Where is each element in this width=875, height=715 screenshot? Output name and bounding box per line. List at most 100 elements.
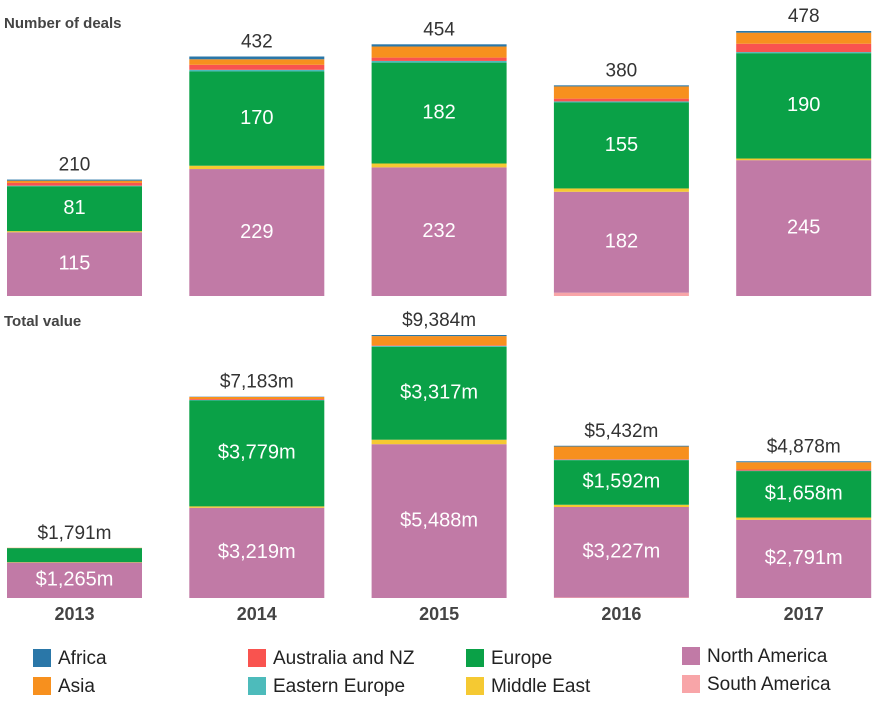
x-tick-label: 2016 (601, 604, 641, 624)
chart-title: Total value (4, 313, 81, 330)
bar-segment (189, 507, 325, 598)
bar-segment (736, 53, 872, 159)
bar-segment (371, 163, 507, 168)
bar-segment (553, 188, 689, 192)
legend-swatch (466, 677, 484, 695)
bar-segment (371, 62, 507, 164)
bar-segment (371, 444, 507, 598)
bar-segment (553, 85, 689, 87)
data-label: 81 (63, 197, 85, 219)
x-tick-label: 2013 (54, 604, 94, 624)
bar-segment (7, 186, 142, 232)
legend-label: Asia (58, 676, 95, 697)
bar-segment (371, 167, 507, 296)
legend-label: South America (707, 674, 831, 695)
data-label: $2,791m (765, 547, 843, 569)
bar-segment (189, 69, 325, 72)
bar-segment (7, 179, 142, 181)
bar-segment (189, 399, 325, 400)
bar-segment (553, 459, 689, 460)
bar-segment (553, 102, 689, 189)
data-label: 182 (605, 231, 638, 253)
bar-segment (189, 400, 325, 507)
data-label: 115 (59, 252, 91, 274)
data-label: 190 (787, 94, 820, 116)
data-label: $3,317m (400, 382, 478, 404)
bar-segment (189, 169, 325, 296)
bar-segment (553, 506, 689, 598)
data-label: $3,219m (218, 541, 296, 563)
data-label: $1,592m (582, 471, 660, 493)
data-label: 182 (422, 101, 455, 123)
bar-segment (371, 60, 507, 63)
legend-swatch (466, 649, 484, 667)
data-label: 245 (787, 216, 820, 238)
bar-segment (7, 231, 142, 233)
bar-segment (371, 345, 507, 346)
bar-segment (553, 292, 689, 296)
bar-segment (553, 445, 689, 447)
bar-segment (7, 232, 142, 296)
bar-segment (7, 185, 142, 187)
bar-segment (189, 64, 325, 70)
bar-segment (736, 469, 872, 471)
legend-label: North America (707, 646, 828, 667)
legend-swatch (682, 675, 700, 693)
total-label: $9,384m (402, 310, 476, 331)
legend-label: Australia and NZ (273, 648, 415, 669)
bar-segment (736, 461, 872, 463)
total-label: $5,432m (584, 421, 658, 442)
legend-swatch (682, 647, 700, 665)
total-label: $4,878m (767, 436, 841, 457)
bar-segment (736, 160, 872, 296)
bar-segment (7, 562, 142, 598)
data-label: 232 (422, 220, 455, 242)
bar-segment (189, 399, 325, 401)
bar-segment (371, 346, 507, 440)
total-label: 210 (59, 155, 91, 176)
x-tick-label: 2015 (419, 604, 459, 624)
total-label: 432 (241, 32, 273, 53)
bar-segment (736, 519, 872, 598)
bar-segment (371, 44, 507, 47)
legend-swatch (248, 677, 266, 695)
bar-segment (371, 439, 507, 445)
bar-segment (553, 597, 689, 598)
bar-segment (189, 71, 325, 166)
data-label: $3,779m (218, 442, 296, 464)
bar-segment (189, 59, 325, 65)
bar-segment (371, 345, 507, 347)
data-label: 229 (240, 221, 273, 243)
total-label: 478 (788, 6, 820, 27)
bar-segment (7, 548, 142, 563)
bar-segment (371, 46, 507, 58)
data-label: $5,488m (400, 509, 478, 531)
bar-segment (736, 517, 872, 520)
bar-segment (189, 165, 325, 170)
bar-segment (553, 504, 689, 507)
total-label: 380 (606, 60, 638, 81)
chart-title: Number of deals (4, 15, 122, 32)
legend-label: Middle East (491, 676, 591, 697)
legend-swatch (33, 677, 51, 695)
bar-segment (371, 57, 507, 61)
bar-segment (553, 98, 689, 102)
bar-segment (371, 336, 507, 346)
data-label: 155 (605, 134, 638, 156)
bar-segment (7, 180, 142, 183)
legend-swatch (33, 649, 51, 667)
bar-segment (736, 43, 872, 53)
bar-segment (553, 191, 689, 293)
bar-segment (189, 506, 325, 508)
legend-swatch (248, 649, 266, 667)
legend-label: Eastern Europe (273, 676, 405, 697)
bar-segment (7, 182, 142, 186)
total-label: $7,183m (220, 372, 294, 393)
bar-segment (553, 446, 689, 460)
bar-segment (736, 158, 872, 161)
x-tick-label: 2014 (237, 604, 277, 624)
bar-segment (553, 460, 689, 505)
data-label: $3,227m (582, 541, 660, 563)
legend-label: Europe (491, 648, 552, 669)
